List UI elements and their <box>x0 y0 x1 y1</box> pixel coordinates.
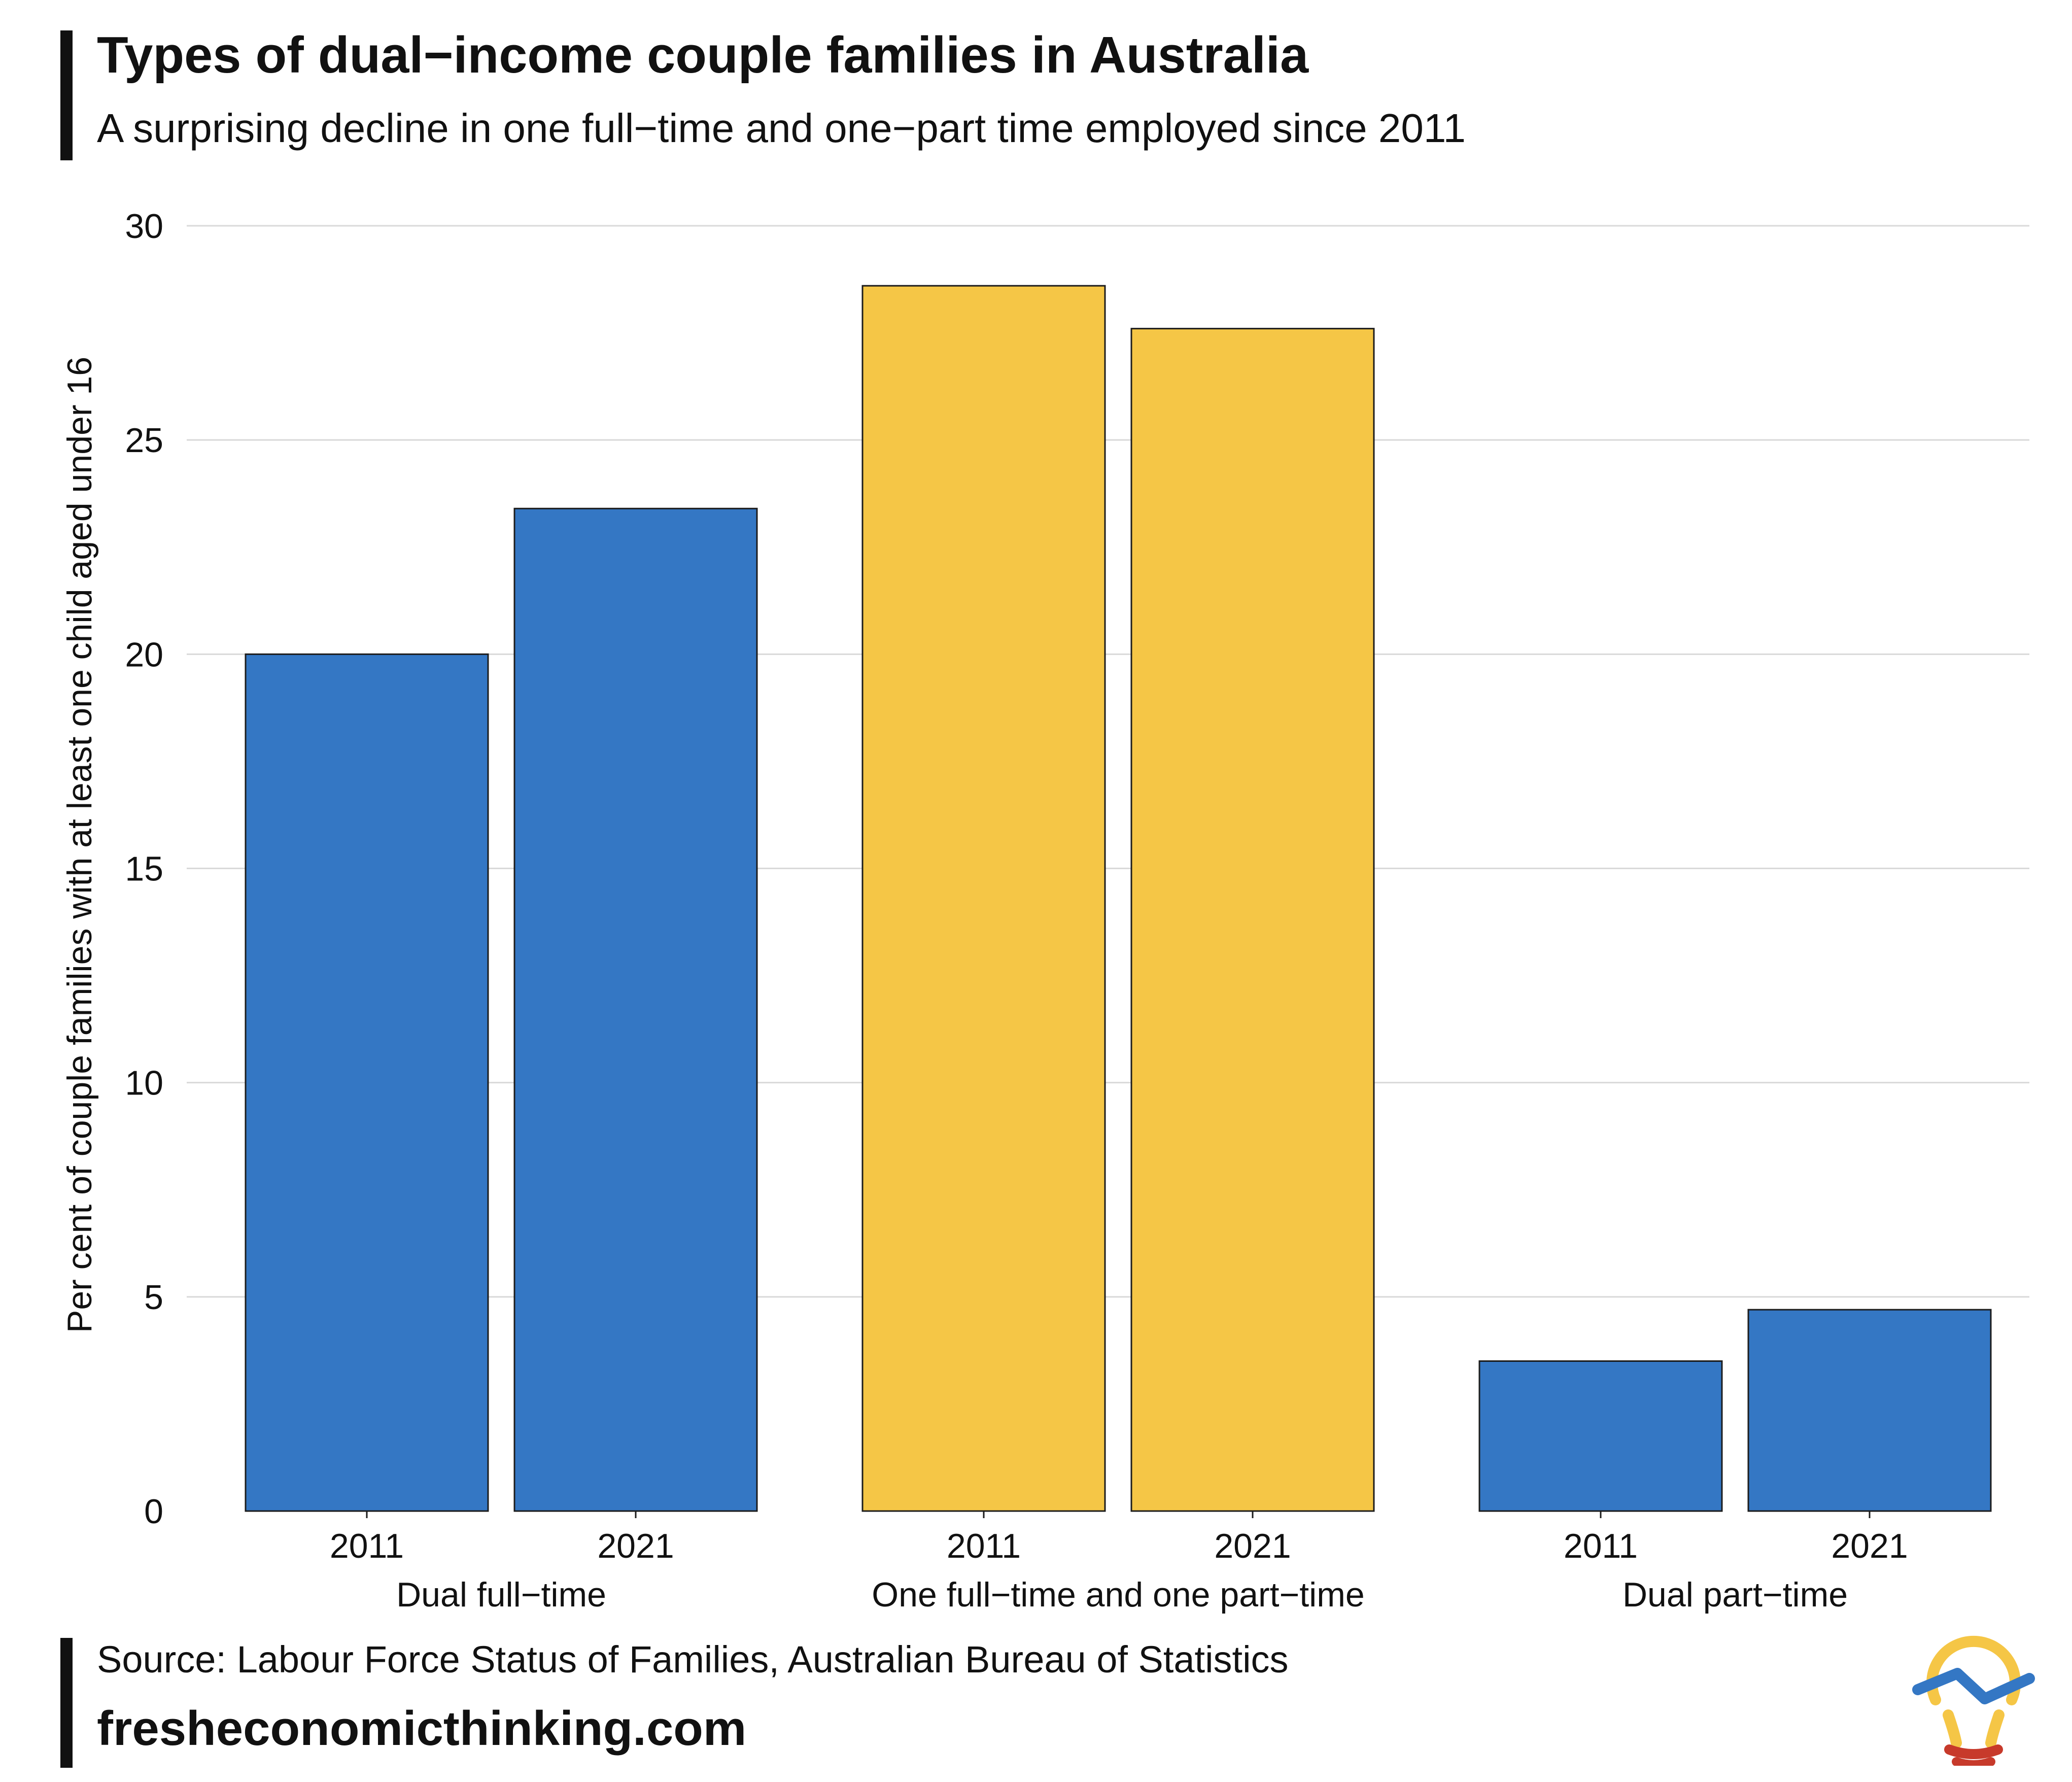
bar <box>1130 328 1375 1512</box>
bars <box>245 285 1992 1512</box>
lightbulb-chart-icon <box>1912 1635 2035 1766</box>
bar <box>245 653 489 1512</box>
group-label: Dual part−time <box>1622 1575 1848 1614</box>
y-axis-label: Per cent of couple families with at leas… <box>60 357 99 1333</box>
gridlines <box>187 225 2029 1298</box>
x-tick-label: 2021 <box>597 1527 674 1565</box>
y-tick-label: 25 <box>125 421 163 460</box>
y-tick-label: 0 <box>144 1492 163 1531</box>
footer-accent-bar <box>60 1638 73 1768</box>
y-tick-label: 20 <box>125 635 163 674</box>
x-tick-label: 2021 <box>1214 1527 1291 1565</box>
y-tick-label: 5 <box>144 1278 163 1317</box>
title-accent-bar <box>60 30 73 160</box>
bar <box>513 507 758 1512</box>
x-tick-labels: 2011 2021 2011 2021 2011 2021 <box>330 1511 1908 1565</box>
y-tick-labels: 0 5 10 15 20 25 30 <box>125 207 163 1531</box>
chart-subtitle: A surprising decline in one full−time an… <box>97 106 1466 151</box>
x-tick-label: 2011 <box>947 1527 1021 1565</box>
group-labels: Dual full−time One full−time and one part… <box>396 1575 1848 1614</box>
bar <box>1747 1309 1992 1512</box>
website-link[interactable]: fresheconomicthinking.com <box>97 1701 747 1756</box>
y-tick-label: 15 <box>125 850 163 888</box>
bar-chart: 0 5 10 15 20 25 30 2011 2021 2011 2021 2011 2021 Du… <box>60 207 2029 1614</box>
y-tick-label: 10 <box>125 1064 163 1103</box>
x-tick-label: 2011 <box>1564 1527 1638 1565</box>
bar <box>1478 1360 1723 1512</box>
x-tick-label: 2011 <box>330 1527 404 1565</box>
x-tick-label: 2021 <box>1831 1527 1908 1565</box>
group-label: One full−time and one part−time <box>872 1575 1364 1614</box>
chart-title: Types of dual−income couple families in … <box>97 27 1309 84</box>
group-label: Dual full−time <box>396 1575 606 1614</box>
bar <box>861 285 1106 1512</box>
source-note: Source: Labour Force Status of Families,… <box>97 1638 1289 1681</box>
y-tick-label: 30 <box>125 207 163 246</box>
